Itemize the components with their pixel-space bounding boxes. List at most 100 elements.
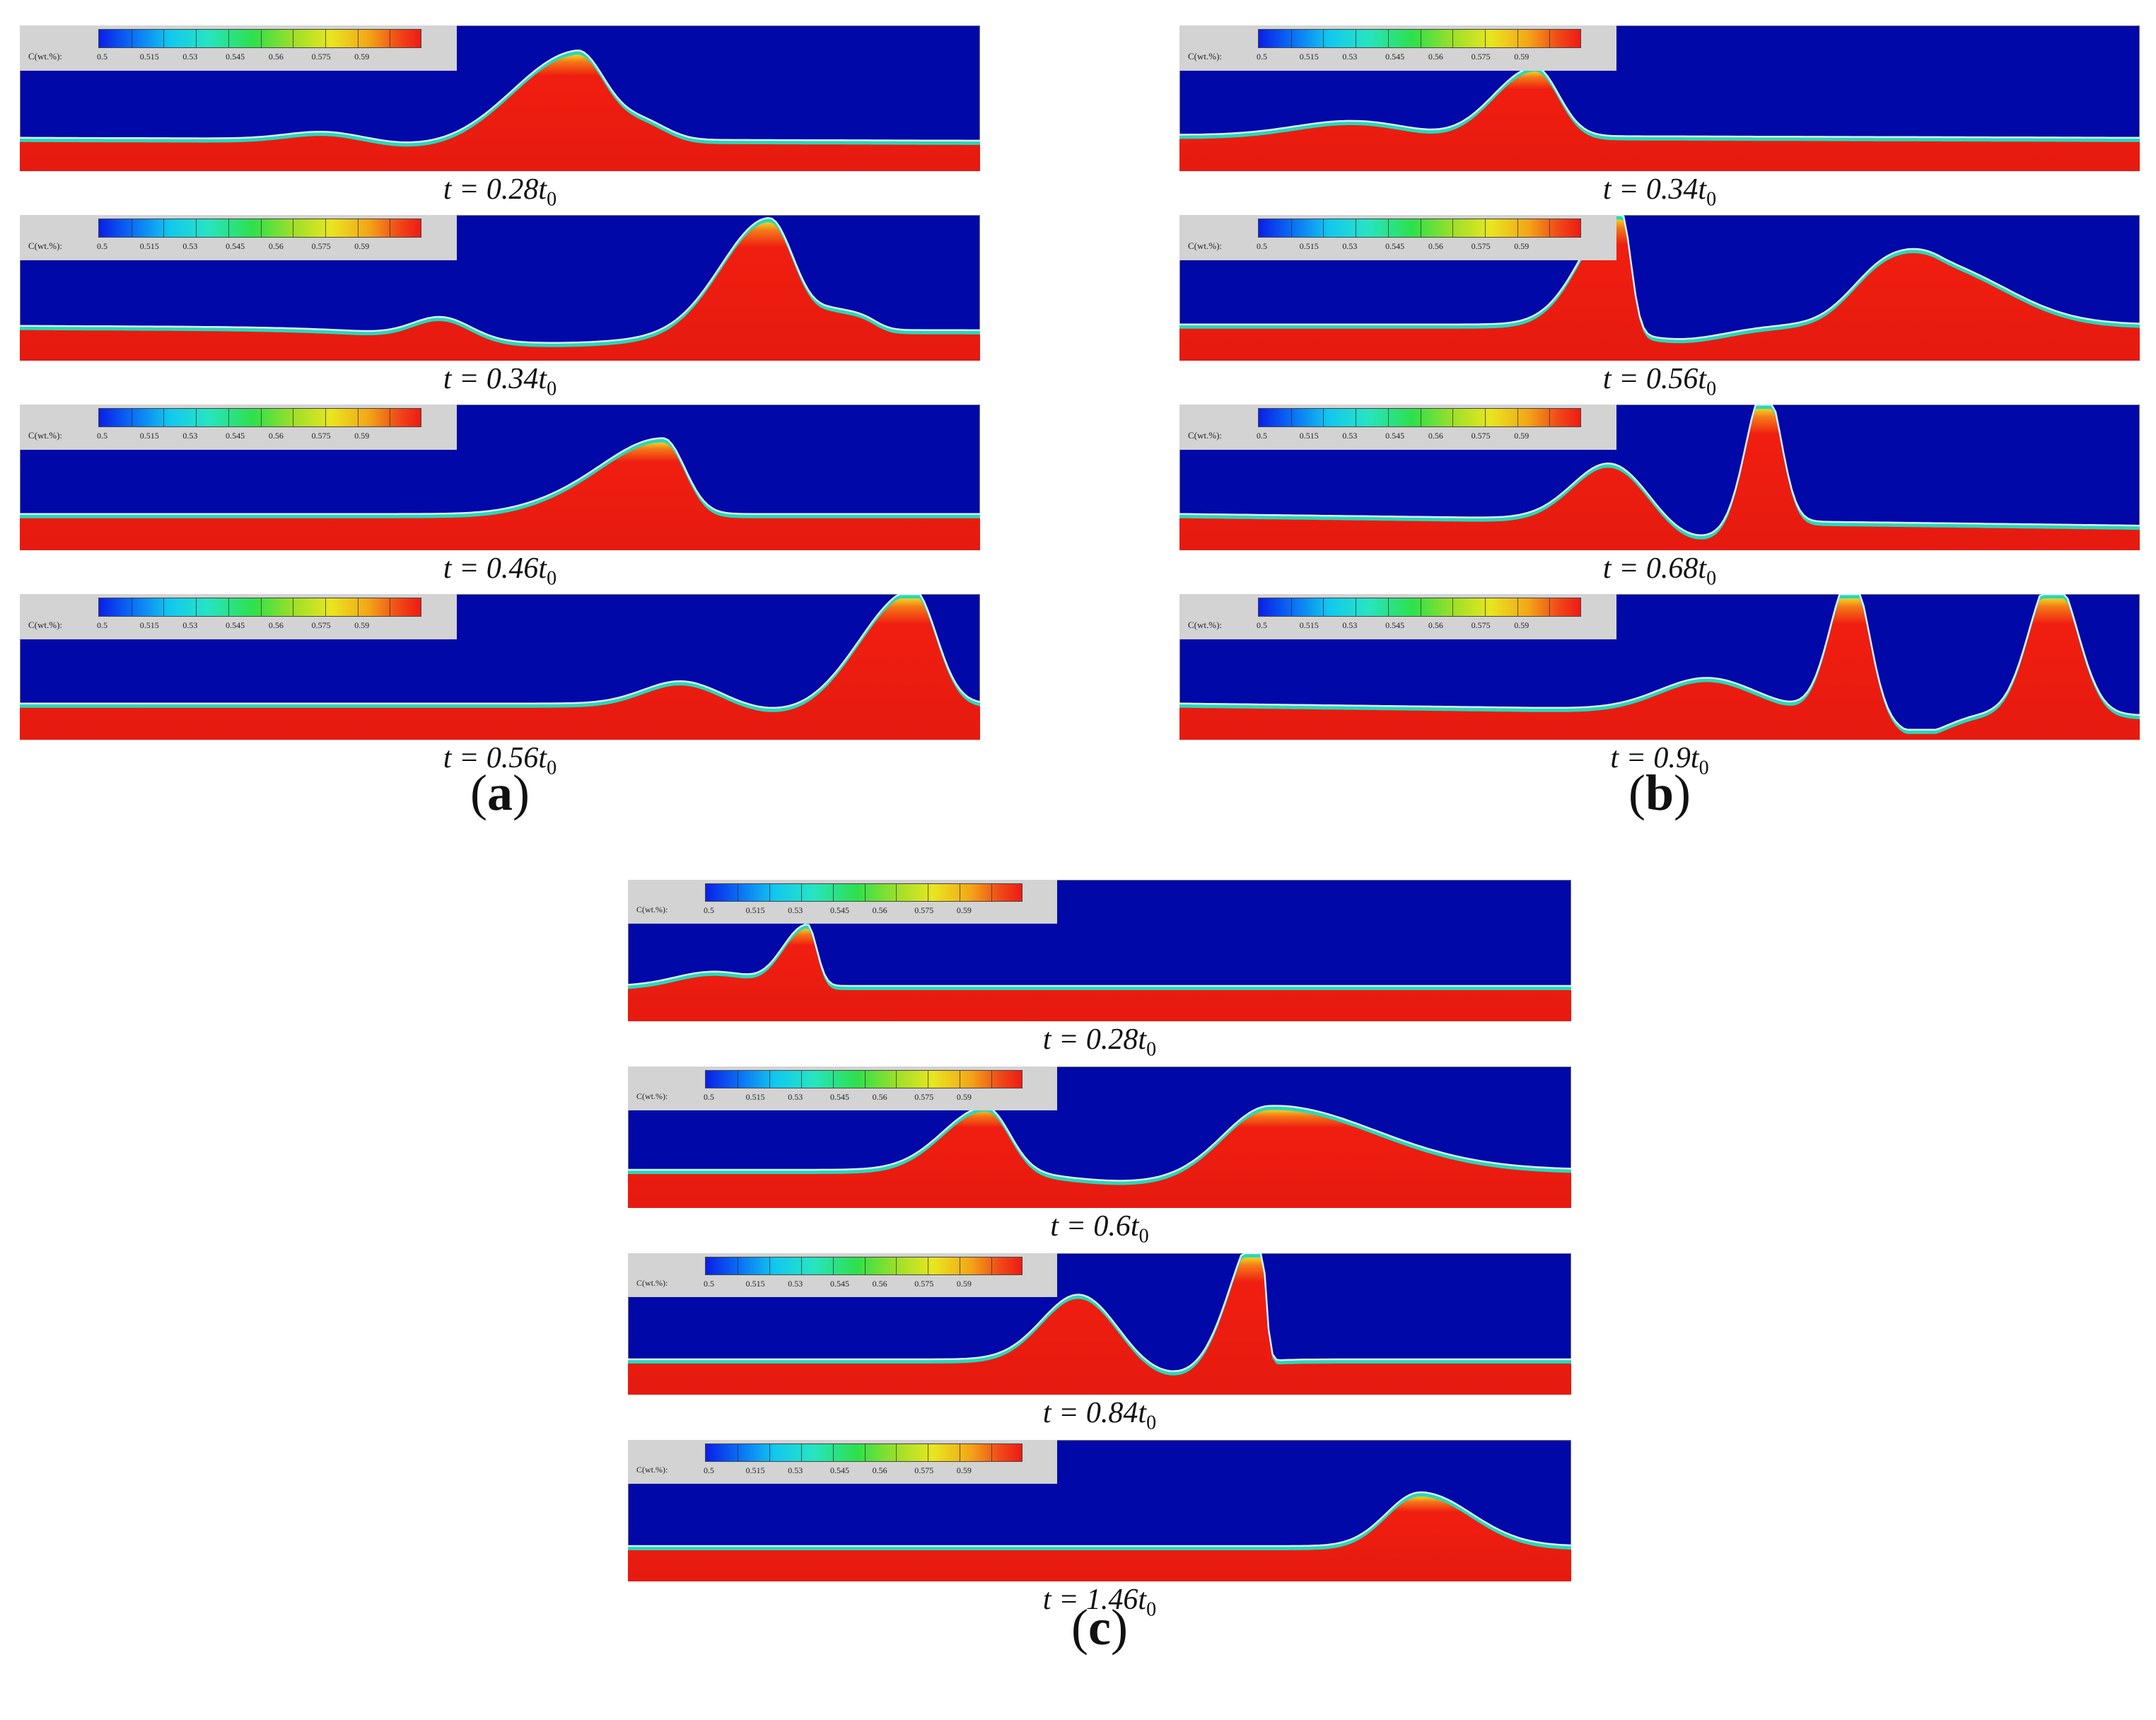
interface-line <box>1179 405 2140 537</box>
colorbar-tick-label: 0.53 <box>788 1465 803 1475</box>
time-label: t = 0.68t0 <box>1447 552 1872 590</box>
colorbar-tick-label: 0.575 <box>1471 241 1491 251</box>
time-unit: t0 <box>1138 1397 1157 1434</box>
colorbar-tick-label: 0.59 <box>1514 431 1529 441</box>
colorbar-divider <box>325 30 326 47</box>
colorbar-legend: C(wt.%): 0.5 0.515 0.53 0.545 0.56 0.575 0.59 <box>628 1067 1057 1110</box>
concentration-panel: C(wt.%): 0.5 0.515 0.53 0.545 0.56 0.575 0.59 <box>1179 405 2140 550</box>
colorbar-divider <box>1517 409 1518 426</box>
colorbar-tick-label: 0.5 <box>97 431 107 441</box>
colorbar-gradient <box>1258 408 1581 427</box>
colorbar-gradient <box>705 1070 1022 1088</box>
colorbar-gradient <box>1258 219 1581 238</box>
colorbar-divider <box>769 1071 770 1088</box>
colorbar-divider <box>325 409 326 426</box>
time-prefix: t = <box>1042 1584 1086 1616</box>
time-unit: t0 <box>1138 1023 1157 1061</box>
colorbar-tick-label: 0.575 <box>914 1465 934 1475</box>
colorbar-divider <box>800 1444 802 1461</box>
time-label: t = 0.84t0 <box>887 1396 1312 1434</box>
colorbar-divider <box>228 598 229 616</box>
colorbar-tick-label: 0.545 <box>829 905 849 915</box>
colorbar-tick-label: 0.53 <box>1342 620 1358 630</box>
time-label: t = 0.28t0 <box>887 1023 1312 1061</box>
colorbar-tick-label: 0.56 <box>1428 52 1443 62</box>
colorbar-tick-label: 0.56 <box>1428 431 1443 441</box>
colorbar-divider <box>991 1444 993 1461</box>
dense-layer <box>1179 219 2140 361</box>
colorbar-divider <box>769 884 770 901</box>
time-prefix: t = <box>443 552 486 585</box>
interface-line <box>1179 594 2140 731</box>
colorbar-divider <box>1549 598 1551 616</box>
colorbar-title: C(wt.%): <box>636 1278 668 1288</box>
colorbar-legend: C(wt.%): 0.5 0.515 0.53 0.545 0.56 0.575 0.59 <box>20 405 457 450</box>
colorbar-tick-label: 0.53 <box>788 905 803 915</box>
concentration-panel: C(wt.%): 0.5 0.515 0.53 0.545 0.56 0.575 0.59 <box>628 1067 1571 1208</box>
colorbar-gradient <box>98 29 421 48</box>
colorbar-divider <box>325 598 326 616</box>
colorbar-tick-label: 0.53 <box>182 620 198 630</box>
subfigure-label: (b) <box>1589 764 1730 823</box>
subfigure-label: (c) <box>1029 1598 1170 1657</box>
colorbar-legend: C(wt.%): 0.5 0.515 0.53 0.545 0.56 0.575 0.59 <box>628 1440 1057 1484</box>
time-coefficient: 0.56 <box>1645 363 1698 395</box>
colorbar-divider <box>196 598 197 616</box>
colorbar-tick-label: 0.545 <box>829 1465 849 1475</box>
dense-layer <box>1179 409 2140 550</box>
colorbar-tick-label: 0.575 <box>1471 431 1491 441</box>
colorbar-tick-label: 0.515 <box>139 431 159 441</box>
colorbar-tick-label: 0.56 <box>268 431 284 441</box>
time-unit: t0 <box>1138 1584 1157 1621</box>
interface-line <box>20 437 980 515</box>
colorbar-divider <box>163 219 165 237</box>
interface-line <box>628 1253 1571 1373</box>
colorbar-tick-label: 0.53 <box>1342 241 1358 251</box>
colorbar-divider <box>1484 409 1486 426</box>
colorbar-divider <box>800 1257 802 1274</box>
time-label: t = 0.28t0 <box>288 173 712 211</box>
colorbar-tick-label: 0.53 <box>1342 52 1358 62</box>
colorbar-tick-label: 0.545 <box>1385 52 1405 62</box>
colorbar-divider <box>228 219 229 237</box>
colorbar-divider <box>991 1071 993 1088</box>
concentration-panel: C(wt.%): 0.5 0.515 0.53 0.545 0.56 0.575 0.59 <box>20 405 980 550</box>
colorbar-divider <box>769 1444 770 1461</box>
paren-close: ) <box>513 765 530 821</box>
colorbar-tick-label: 0.56 <box>1428 620 1443 630</box>
colorbar-divider <box>1323 409 1324 426</box>
colorbar-tick-label: 0.56 <box>872 1279 887 1289</box>
dense-layer <box>628 1497 1571 1581</box>
dense-layer <box>628 1257 1571 1395</box>
colorbar-title: C(wt.%): <box>28 620 63 630</box>
colorbar-divider <box>896 1071 897 1088</box>
colorbar-divider <box>832 884 834 901</box>
colorbar-divider <box>163 30 165 47</box>
colorbar-divider <box>832 1444 834 1461</box>
colorbar-divider <box>196 409 197 426</box>
colorbar-divider <box>1323 30 1324 47</box>
colorbar-tick-label: 0.59 <box>956 1465 972 1475</box>
colorbar-divider <box>1549 30 1551 47</box>
time-coefficient: 1.46 <box>1085 1584 1138 1616</box>
colorbar-title: C(wt.%): <box>1188 51 1223 62</box>
time-coefficient: 0.56 <box>486 742 539 774</box>
colorbar-divider <box>1387 219 1389 237</box>
colorbar-legend: C(wt.%): 0.5 0.515 0.53 0.545 0.56 0.575 0.59 <box>628 880 1057 924</box>
concentration-field <box>1179 405 2140 550</box>
interface-line <box>20 594 980 709</box>
colorbar-gradient <box>705 1443 1022 1462</box>
time-prefix: t = <box>1602 552 1646 585</box>
colorbar-divider <box>1323 219 1324 237</box>
dense-layer <box>20 442 980 550</box>
colorbar-tick-label: 0.59 <box>354 52 370 62</box>
colorbar-divider <box>896 884 897 901</box>
colorbar-tick-label: 0.53 <box>788 1092 803 1102</box>
time-unit: t0 <box>1698 363 1717 400</box>
colorbar-title: C(wt.%): <box>28 240 63 251</box>
colorbar-tick-label: 0.575 <box>914 1279 934 1289</box>
time-prefix: t = <box>1042 1023 1086 1056</box>
time-prefix: t = <box>1602 363 1646 395</box>
colorbar-tick-label: 0.5 <box>704 905 714 915</box>
time-coefficient: 0.34 <box>1645 173 1698 206</box>
